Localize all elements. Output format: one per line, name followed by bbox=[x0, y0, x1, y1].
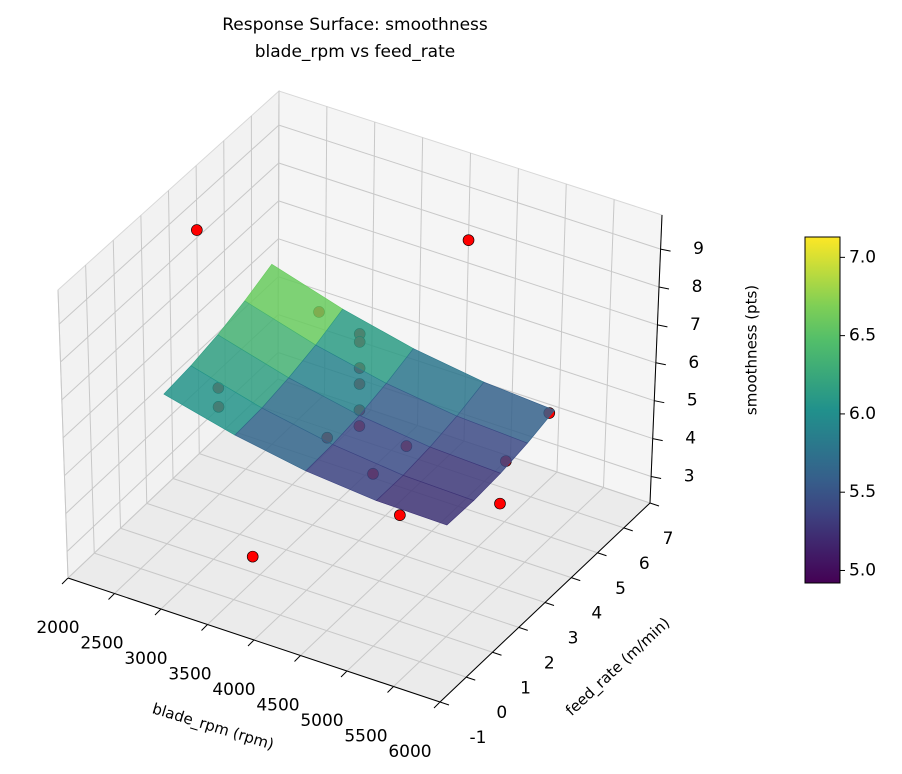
grid-line bbox=[120, 527, 493, 653]
tick-mark bbox=[652, 438, 663, 442]
z-tick-label: 4 bbox=[685, 429, 696, 449]
z-tick-label: 7 bbox=[690, 315, 701, 335]
chart-title: blade_rpm vs feed_rate bbox=[255, 42, 455, 62]
x-tick-label: 2500 bbox=[80, 634, 123, 654]
z-tick-label: 8 bbox=[692, 277, 703, 297]
x-tick-label: 4500 bbox=[256, 696, 299, 716]
y-tick-label: 6 bbox=[639, 554, 650, 574]
data-point bbox=[246, 550, 259, 563]
tick-mark bbox=[294, 655, 301, 662]
tick-mark bbox=[654, 400, 665, 404]
z-tick-label: 9 bbox=[693, 239, 704, 259]
grid-line bbox=[94, 552, 467, 678]
y-tick-label: 4 bbox=[591, 604, 602, 624]
tick-mark bbox=[247, 639, 255, 647]
grid-line bbox=[278, 200, 658, 326]
x-tick-label: 3000 bbox=[124, 649, 167, 669]
z-tick-label: 3 bbox=[684, 466, 695, 486]
tick-mark bbox=[61, 577, 69, 585]
surface-patch bbox=[375, 474, 475, 526]
data-point bbox=[462, 234, 475, 246]
tick-mark bbox=[387, 686, 394, 693]
grid-line bbox=[278, 124, 661, 250]
y-axis-line bbox=[439, 502, 651, 703]
tick-mark bbox=[655, 362, 666, 366]
colorbar bbox=[804, 236, 841, 584]
grid-line bbox=[62, 238, 279, 439]
y-tick-label: 1 bbox=[520, 678, 531, 698]
grid-line bbox=[603, 199, 615, 488]
grid-line bbox=[85, 265, 95, 554]
tick-mark bbox=[518, 626, 528, 631]
y-tick-label: 2 bbox=[544, 653, 555, 673]
tick-mark bbox=[201, 624, 208, 631]
grid-line bbox=[278, 162, 660, 288]
y-tick-label: 0 bbox=[496, 703, 507, 723]
tick-mark bbox=[571, 577, 581, 582]
tick-mark bbox=[649, 502, 660, 507]
y-tick-label: 7 bbox=[663, 529, 674, 549]
tick-mark bbox=[651, 475, 662, 479]
z-tick-label: 6 bbox=[688, 353, 699, 373]
colorbar-tick-label: 6.5 bbox=[849, 326, 876, 346]
tick-mark bbox=[340, 670, 348, 678]
grid-line bbox=[278, 238, 656, 364]
tick-mark bbox=[623, 527, 633, 532]
y-tick-label: 3 bbox=[568, 629, 579, 649]
grid-line bbox=[112, 240, 121, 529]
x-axis-line bbox=[67, 577, 441, 703]
tick-mark bbox=[660, 248, 671, 252]
x-tick-label: 3500 bbox=[168, 665, 211, 685]
data-point bbox=[191, 224, 203, 236]
grid-line bbox=[60, 162, 280, 363]
grid-line bbox=[146, 502, 519, 628]
z-axis-line bbox=[649, 214, 663, 504]
x-tick-label: 5000 bbox=[300, 711, 343, 731]
tick-mark bbox=[492, 651, 502, 656]
grid-line bbox=[140, 215, 148, 504]
colorbar-tick-label: 5.0 bbox=[849, 560, 876, 580]
chart-title: Response Surface: smoothness bbox=[222, 15, 488, 35]
grid-line bbox=[61, 200, 279, 401]
x-tick-label: 5500 bbox=[344, 727, 387, 747]
grid-line bbox=[57, 289, 69, 579]
x-tick-label: 2000 bbox=[36, 618, 79, 638]
tick-mark bbox=[433, 701, 441, 709]
tick-mark bbox=[439, 701, 450, 706]
tick-mark bbox=[108, 593, 115, 600]
grid-line bbox=[58, 124, 280, 325]
colorbar-tick-label: 6.0 bbox=[849, 404, 876, 424]
grid-line bbox=[199, 453, 572, 579]
y-tick-label: 5 bbox=[615, 579, 626, 599]
tick-mark bbox=[597, 552, 607, 557]
colorbar-tick-label: 7.0 bbox=[849, 247, 876, 267]
grid-line bbox=[168, 190, 174, 479]
grid-line bbox=[556, 183, 567, 473]
x-tick-label: 4000 bbox=[212, 680, 255, 700]
y-tick-label: -1 bbox=[470, 728, 487, 748]
grid-line bbox=[172, 478, 546, 603]
data-point bbox=[494, 497, 506, 510]
colorbar-tick-label: 5.5 bbox=[849, 482, 876, 502]
z-axis-label: smoothness (pts) bbox=[743, 285, 761, 415]
x-tick-label: 6000 bbox=[388, 742, 431, 762]
grid-line bbox=[278, 276, 655, 402]
tick-mark bbox=[154, 608, 162, 616]
tick-mark bbox=[658, 286, 670, 290]
tick-mark bbox=[657, 324, 668, 328]
tick-mark bbox=[544, 602, 555, 606]
data-point bbox=[394, 509, 406, 521]
y-axis-label: feed_rate (m/min) bbox=[562, 614, 674, 720]
tick-mark bbox=[466, 676, 476, 681]
z-tick-label: 5 bbox=[687, 391, 698, 411]
